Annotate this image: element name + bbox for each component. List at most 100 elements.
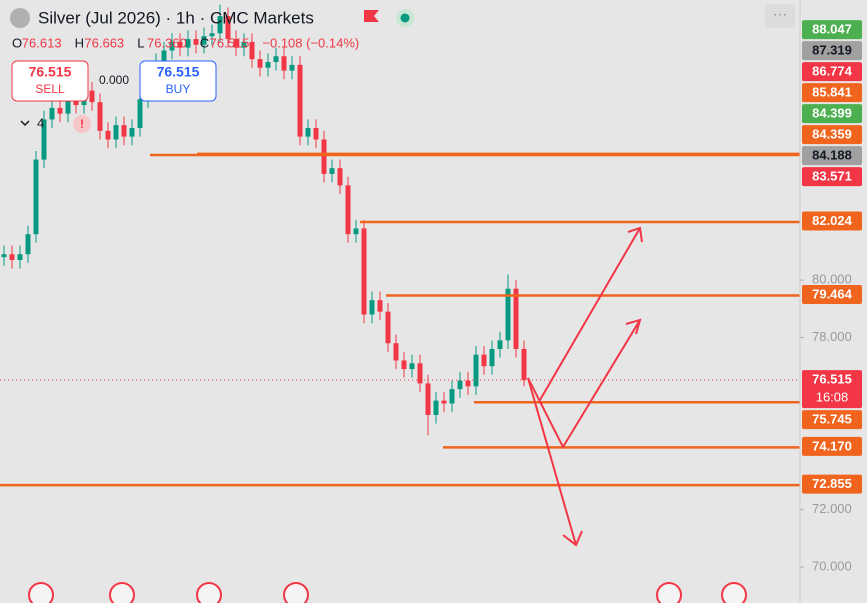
price-label: 72.855 [812,476,852,491]
candle-body [249,41,255,60]
candle-body [513,288,519,349]
candle-body [169,41,175,51]
candle-body [281,56,287,71]
candle-body [353,228,359,235]
sell-button[interactable] [11,60,89,102]
ohlc-value: 76.663 [84,35,124,50]
price-label: 88.047 [812,22,852,37]
candle-body [17,254,23,261]
chart-title: Silver (Jul 2026) · 1h · CMC Markets [38,8,314,27]
event-icon[interactable] [656,582,682,603]
ohlc-value: 76.613 [22,35,62,50]
candle-body [65,99,71,114]
candle-body [25,234,31,255]
candle-body [505,288,511,341]
price-label: 84.359 [812,127,852,142]
price-countdown: 16:08 [816,390,849,405]
arrow-path [527,377,577,546]
event-icon[interactable] [196,582,222,603]
buy-button[interactable] [139,60,217,102]
candle-body [121,125,127,137]
candle-body [97,102,103,131]
candle-body [233,39,239,48]
price-label-box [802,211,862,231]
collapse-chevron[interactable] [20,120,30,127]
candle-body [73,99,79,106]
candle-body [345,185,351,235]
price-label-box [802,370,862,409]
buy-price[interactable]: 76.515 [157,64,200,80]
price-label: 85.841 [812,85,852,100]
candle-body [241,41,247,48]
drawn-arrows [527,226,643,547]
ohlc-key: C [200,35,209,50]
candle-body [161,50,167,62]
candle-body [337,168,343,186]
status-dot [400,13,410,23]
candle-body [105,130,111,140]
candle-body [57,107,63,114]
arrow-head [625,318,642,335]
candle-body [297,64,303,137]
spread: 0.000 [99,73,129,87]
price-axis: 80.000 78.000 72.000 70.000 88.047 87.319 86.7… [800,20,862,574]
candle-body [49,107,55,120]
candle-body [329,168,335,174]
event-icon[interactable] [721,582,747,603]
y-tick-label: 80.000 [812,272,852,287]
candle-body [33,159,39,235]
candle-body [305,127,311,137]
candle-body [465,380,471,387]
event-icon[interactable] [28,582,54,603]
price-label-box [802,104,862,124]
symbol-icon [10,8,30,28]
menu-button[interactable] [765,4,795,28]
price-label-box [802,284,862,304]
candle-body [433,400,439,415]
buy-label[interactable]: BUY [166,82,191,96]
candle-body [409,363,415,370]
candle-body [393,343,399,361]
candle-body [129,127,135,137]
price-label: 84.399 [812,106,852,121]
event-icons [28,582,747,603]
candle-body [273,56,279,62]
candle-body [257,59,263,68]
candle-body [225,16,231,40]
warning-icon[interactable] [73,115,91,133]
sell-label[interactable]: SELL [35,82,65,96]
price-label: 86.774 [812,64,853,79]
price-label-box [802,83,862,103]
candle-body [457,380,463,390]
price-label: 75.745 [812,412,852,427]
candle-body [265,61,271,68]
candle-body [473,354,479,387]
candle-body [217,16,223,34]
price-label: 74.170 [812,438,852,453]
arrow-path [539,227,641,401]
ohlc-key: H [75,35,84,50]
y-tick-label: 70.000 [812,559,852,574]
candle-body [137,99,143,128]
event-icon[interactable] [109,582,135,603]
candle-body [521,348,527,381]
candle-body [41,119,47,160]
candle-body [401,360,407,370]
arrow-head [562,530,583,547]
candle-body [385,311,391,344]
event-icon[interactable] [283,582,309,603]
flag-icon[interactable] [364,10,379,22]
plot-area [0,4,800,487]
price-label-box [802,41,862,61]
ohlc-legend: O 76.613 H 76.663 L 76.360 C 76.515 −0.108 (−0.1… [12,35,359,50]
candle-body [481,354,487,367]
candle-body [377,300,383,312]
candle-body [177,41,183,48]
price-label: 82.024 [812,213,853,228]
price-label-box [802,146,862,166]
price-label-box [802,167,862,187]
sell-price[interactable]: 76.515 [29,64,72,80]
candle-body [425,383,431,415]
price-label-box [802,436,862,456]
